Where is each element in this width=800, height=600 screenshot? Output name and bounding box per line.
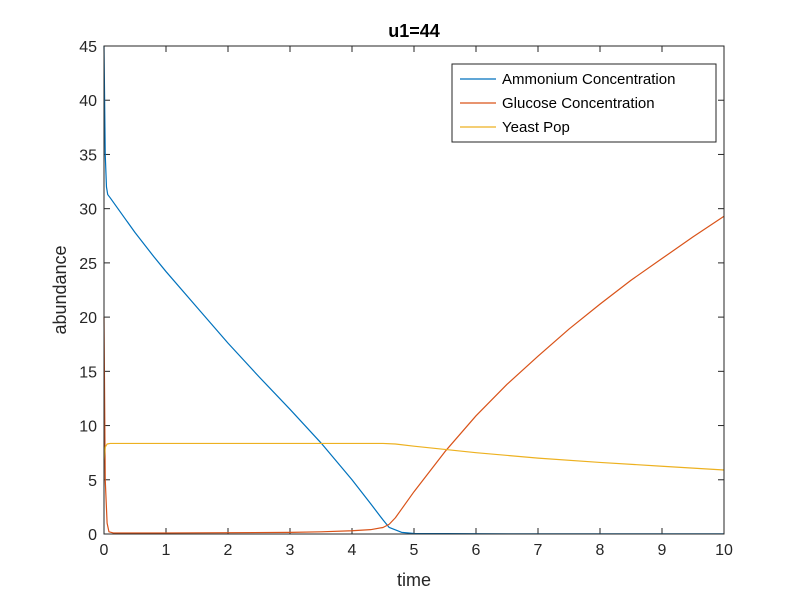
- y-tick-label: 15: [79, 364, 97, 381]
- x-tick-label: 6: [472, 542, 481, 559]
- x-tick-label: 5: [410, 542, 419, 559]
- y-tick-label: 40: [79, 93, 97, 110]
- y-tick-label: 35: [79, 147, 97, 164]
- legend-label-2: Yeast Pop: [502, 119, 570, 136]
- x-tick-label: 7: [534, 542, 543, 559]
- y-axis: 0 5 10 15 20 25 30 35 40 45: [79, 39, 724, 544]
- y-tick-label: 25: [79, 256, 97, 273]
- x-tick-label: 1: [162, 542, 171, 559]
- x-axis-label: time: [397, 570, 431, 590]
- y-tick-label: 5: [88, 473, 97, 490]
- y-tick-label: 45: [79, 39, 97, 56]
- x-tick-label: 2: [224, 542, 233, 559]
- legend-label-1: Glucose Concentration: [502, 95, 655, 112]
- x-tick-label: 4: [348, 542, 357, 559]
- legend: Ammonium Concentration Glucose Concentrat…: [451, 63, 717, 143]
- x-axis: 0 1 2 3 4 5 6 7 8 9 10: [100, 46, 733, 559]
- y-axis-label: abundance: [50, 245, 70, 334]
- series-line-1: [103, 215, 725, 534]
- chart-title: u1=44: [388, 21, 440, 41]
- series-line-2: [103, 442, 725, 471]
- y-tick-label: 20: [79, 310, 97, 327]
- y-tick-label: 0: [88, 527, 97, 544]
- legend-label-0: Ammonium Concentration: [502, 71, 675, 88]
- plot-frame: [103, 45, 725, 535]
- y-tick-label: 10: [79, 419, 97, 436]
- x-tick-label: 8: [596, 542, 605, 559]
- y-tick-label: 30: [79, 202, 97, 219]
- x-tick-label: 10: [715, 542, 733, 559]
- x-tick-label: 3: [286, 542, 295, 559]
- x-tick-label: 0: [100, 542, 109, 559]
- x-tick-label: 9: [658, 542, 667, 559]
